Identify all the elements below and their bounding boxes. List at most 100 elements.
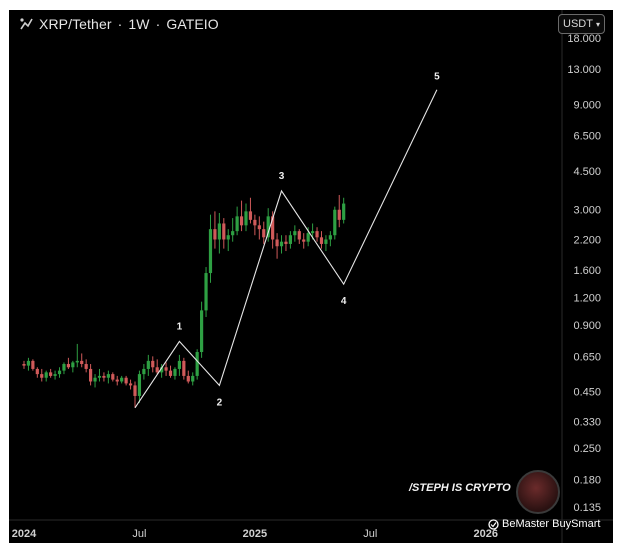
pair-compare-icon[interactable] bbox=[19, 17, 33, 31]
candle-body bbox=[142, 368, 146, 375]
y-tick-label: 0.650 bbox=[573, 351, 601, 363]
candle-body bbox=[22, 364, 26, 366]
x-tick-label: Jul bbox=[132, 528, 146, 540]
candle-body bbox=[35, 368, 39, 375]
candle-body bbox=[168, 370, 173, 376]
candle-body bbox=[137, 374, 142, 396]
candle-body bbox=[279, 241, 284, 247]
y-tick-label: 0.900 bbox=[573, 320, 601, 332]
candle-body bbox=[26, 360, 31, 366]
image-credit: BeMaster BuySmart bbox=[488, 518, 600, 530]
candle-body bbox=[262, 229, 266, 238]
candle-body bbox=[89, 368, 93, 382]
candle-body bbox=[62, 364, 66, 371]
candle-body bbox=[266, 216, 270, 238]
y-tick-label: 9.000 bbox=[573, 99, 601, 111]
x-tick-label: 2026 bbox=[474, 528, 498, 540]
candle-body bbox=[222, 223, 226, 240]
candle-body bbox=[271, 216, 275, 240]
credit-text: BeMaster BuySmart bbox=[502, 518, 601, 530]
candle-body bbox=[106, 374, 110, 378]
candle-body bbox=[102, 375, 106, 378]
y-tick-label: 0.180 bbox=[573, 474, 601, 486]
wave-label: 3 bbox=[279, 171, 285, 182]
candle-body bbox=[235, 216, 239, 232]
candle-body bbox=[231, 231, 235, 236]
candle-body bbox=[284, 241, 288, 244]
candle-body bbox=[244, 211, 248, 226]
candle-body bbox=[204, 273, 208, 311]
currency-label: USDT bbox=[563, 18, 593, 30]
candle-body bbox=[302, 239, 306, 242]
candle-body bbox=[146, 360, 150, 369]
wave-label: 5 bbox=[434, 72, 440, 83]
candle-body bbox=[328, 235, 332, 240]
candle-body bbox=[253, 219, 257, 226]
candle-body bbox=[93, 377, 97, 382]
candle-body bbox=[217, 223, 221, 240]
candle-body bbox=[213, 229, 217, 240]
candle-body bbox=[128, 383, 133, 386]
price-chart[interactable]: 18.000 13.000 9.000 6.500 4.500 3.000 2.200 1.6… bbox=[9, 10, 613, 543]
candle-body bbox=[84, 364, 88, 369]
candle-body bbox=[151, 360, 155, 368]
candle-body bbox=[164, 367, 168, 371]
wave-label: 4 bbox=[341, 296, 347, 307]
candle-body bbox=[319, 237, 324, 244]
candle-body bbox=[257, 225, 261, 230]
y-tick-label: 18.000 bbox=[567, 33, 601, 45]
candle-body bbox=[195, 352, 199, 376]
candle-body bbox=[208, 229, 213, 274]
candle-body bbox=[133, 385, 137, 396]
candle-body bbox=[293, 231, 297, 236]
y-tick-label: 3.000 bbox=[573, 205, 601, 217]
candle-body bbox=[248, 211, 253, 220]
candle-body bbox=[155, 367, 159, 373]
y-tick-label: 1.200 bbox=[573, 293, 601, 305]
title-separator: · bbox=[117, 16, 123, 32]
x-tick-label: Jul bbox=[363, 528, 377, 540]
candle-body bbox=[311, 231, 315, 234]
candle-body bbox=[31, 360, 35, 369]
y-tick-label: 1.600 bbox=[573, 265, 601, 277]
candle-body bbox=[111, 374, 115, 380]
candle-body bbox=[288, 235, 292, 244]
candle-body bbox=[226, 235, 230, 240]
chart-title: XRP/Tether · 1W · GATEIO bbox=[19, 16, 219, 32]
x-tick-label: 2025 bbox=[243, 528, 267, 540]
candle-body bbox=[186, 375, 190, 382]
x-tick-label: 2024 bbox=[12, 528, 37, 540]
candle-body bbox=[297, 231, 301, 240]
y-tick-label: 0.450 bbox=[573, 387, 601, 399]
candle-body bbox=[337, 209, 341, 220]
credit-logo-icon bbox=[488, 518, 499, 530]
candle-body bbox=[115, 379, 119, 382]
candle-body bbox=[315, 231, 319, 238]
candle-body bbox=[182, 360, 186, 376]
chevron-down-icon: ▾ bbox=[595, 19, 600, 29]
candle-body bbox=[306, 233, 310, 242]
candle-body bbox=[49, 372, 53, 376]
currency-selector-button[interactable]: USDT ▾ bbox=[558, 14, 605, 34]
title-separator: · bbox=[155, 16, 161, 32]
candle-body bbox=[177, 360, 181, 369]
candle-body bbox=[342, 203, 346, 220]
exchange-label: GATEIO bbox=[166, 16, 219, 32]
y-tick-label: 13.000 bbox=[567, 64, 601, 76]
candle-body bbox=[53, 374, 57, 376]
author-watermark: /STEPH IS CRYPTO bbox=[409, 482, 511, 494]
candle-body bbox=[191, 375, 195, 382]
y-tick-label: 4.500 bbox=[573, 166, 601, 178]
candle-body bbox=[44, 372, 48, 378]
candle-body bbox=[80, 360, 84, 365]
candle-body bbox=[333, 209, 337, 236]
candle-body bbox=[160, 367, 164, 373]
candle-body bbox=[120, 377, 124, 382]
y-tick-label: 6.500 bbox=[573, 131, 601, 143]
interval-label: 1W bbox=[128, 16, 150, 32]
candle-body bbox=[71, 362, 75, 368]
y-tick-label: 0.330 bbox=[573, 416, 601, 428]
candle-body bbox=[275, 239, 279, 247]
chart-frame: 18.000 13.000 9.000 6.500 4.500 3.000 2.200 1.6… bbox=[9, 10, 613, 543]
candle-body bbox=[173, 368, 177, 376]
